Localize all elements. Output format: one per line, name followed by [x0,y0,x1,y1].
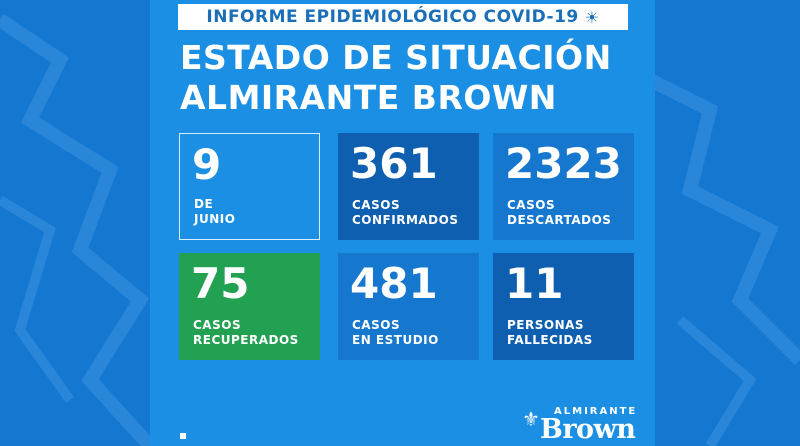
deceased-label-line-1: PERSONAS [507,318,585,332]
date-label-line-1: DE [194,197,214,211]
under-study-label-line-1: CASOS [352,318,401,332]
left-map-background [0,0,150,446]
date-card: 9 DE JUNIO [179,133,320,240]
title-line-1: ESTADO DE SITUACIÓN [180,38,612,77]
discarded-cases-value: 2323 [505,139,622,188]
date-day: 9 [192,140,222,189]
page-title: ESTADO DE SITUACIÓN ALMIRANTE BROWN [180,38,640,118]
confirmed-cases-card: 361 CASOS CONFIRMADOS [338,133,479,240]
deceased-label: PERSONAS FALLECIDAS [507,318,593,348]
right-map-background [650,0,800,446]
bullet-marker [180,433,186,439]
discarded-label-line-1: CASOS [507,198,556,212]
date-label-line-2: JUNIO [194,212,236,226]
title-line-2: ALMIRANTE BROWN [180,78,557,117]
recovered-cases-value: 75 [191,259,250,308]
discarded-cases-card: 2323 CASOS DESCARTADOS [493,133,634,240]
under-study-cases-label: CASOS EN ESTUDIO [352,318,439,348]
confirmed-label-line-2: CONFIRMADOS [352,213,459,227]
under-study-cases-value: 481 [350,259,438,308]
deceased-value: 11 [505,259,564,308]
discarded-cases-label: CASOS DESCARTADOS [507,198,611,228]
recovered-cases-card: 75 CASOS RECUPERADOS [179,253,320,360]
logo-big-text: Brown [540,414,636,445]
report-banner: INFORME EPIDEMIOLÓGICO COVID-19 ☀ [178,4,628,30]
confirmed-label-line-1: CASOS [352,198,401,212]
deceased-card: 11 PERSONAS FALLECIDAS [493,253,634,360]
recovered-label-line-2: RECUPERADOS [193,333,299,347]
deceased-label-line-2: FALLECIDAS [507,333,593,347]
under-study-cases-card: 481 CASOS EN ESTUDIO [338,253,479,360]
recovered-label-line-1: CASOS [193,318,242,332]
covid-report-poster: INFORME EPIDEMIOLÓGICO COVID-19 ☀ ESTADO… [150,0,655,446]
banner-text: INFORME EPIDEMIOLÓGICO COVID-19 [206,7,579,27]
date-label: DE JUNIO [194,197,235,227]
discarded-label-line-2: DESCARTADOS [507,213,612,227]
logo-small-text: ALMIRANTE [554,406,638,417]
confirmed-cases-value: 361 [350,139,438,188]
fleur-icon: ⚜ [522,407,540,431]
recovered-cases-label: CASOS RECUPERADOS [193,318,299,348]
almirante-brown-logo: ⚜ ALMIRANTE Brown [522,405,637,445]
under-study-label-line-2: EN ESTUDIO [352,333,439,347]
virus-icon: ☀ [584,7,600,27]
confirmed-cases-label: CASOS CONFIRMADOS [352,198,459,228]
